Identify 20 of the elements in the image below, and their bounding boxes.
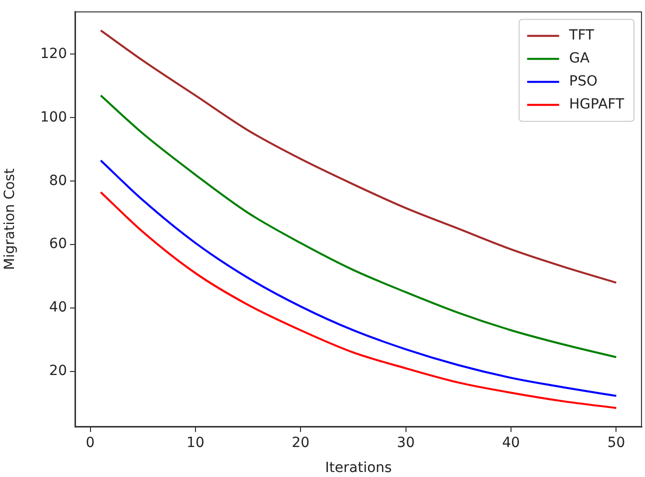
y-tick-label: 100: [40, 109, 67, 126]
x-tick-label: 10: [186, 435, 204, 452]
x-tick-label: 50: [607, 435, 626, 452]
line-series: [100, 160, 618, 397]
line-series: [100, 191, 618, 409]
legend-label: PSO: [569, 74, 598, 90]
y-tick-label: 40: [49, 300, 67, 316]
y-axis-title: Migration Cost: [2, 168, 18, 270]
y-tick-label: 120: [40, 46, 67, 62]
legend-label: HGPAFT: [569, 96, 624, 113]
x-tick-label: 0: [86, 435, 95, 452]
legend-label: GA: [569, 50, 590, 67]
y-tick-label: 60: [49, 236, 67, 252]
legend-label: TFT: [568, 28, 594, 44]
x-axis-title: Iterations: [325, 460, 392, 476]
y-tick-label: 20: [49, 363, 67, 380]
x-tick-label: 40: [502, 435, 520, 452]
y-tick-label: 80: [49, 172, 67, 189]
x-tick-label: 30: [396, 435, 415, 452]
x-tick-label: 20: [292, 435, 310, 452]
